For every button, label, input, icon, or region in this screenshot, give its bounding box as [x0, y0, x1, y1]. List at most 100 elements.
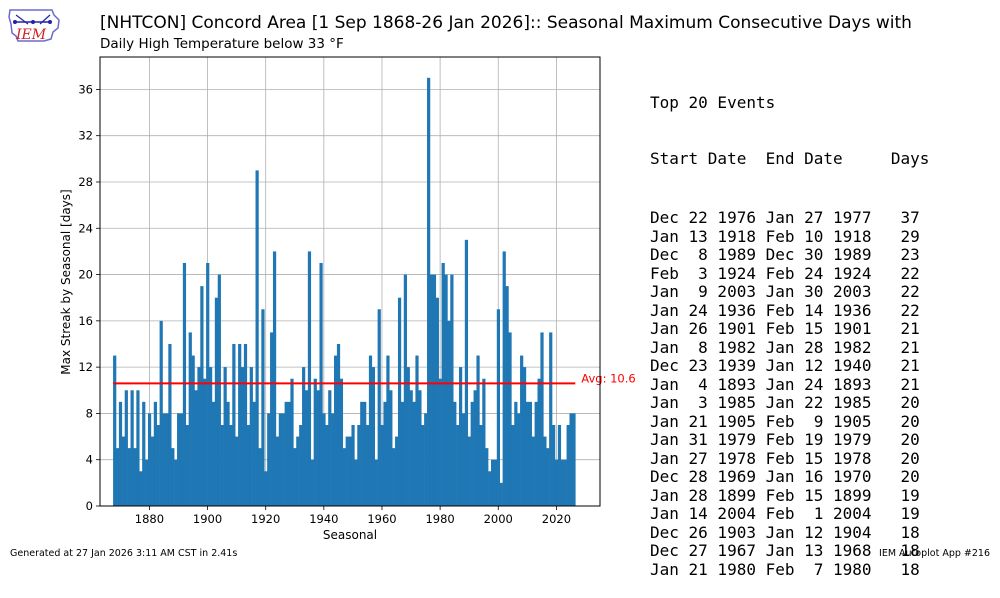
bar: [145, 459, 149, 506]
event-row: Jan 14 2004 Feb 1 2004 19: [650, 504, 920, 523]
bar: [342, 448, 346, 506]
bar: [299, 424, 303, 506]
bar: [113, 355, 117, 506]
bar: [252, 401, 256, 506]
bar: [200, 286, 204, 506]
bar: [363, 401, 367, 506]
bar: [397, 297, 402, 506]
bar: [482, 378, 486, 506]
bar: [159, 320, 163, 506]
y-tick-label: 24: [78, 221, 93, 235]
events-rows: Dec 22 1976 Jan 27 1977 37 Jan 13 1918 Fe…: [650, 208, 929, 579]
bar: [418, 390, 422, 506]
bar: [278, 413, 282, 506]
bar: [214, 297, 219, 506]
bar: [336, 343, 341, 506]
bar: [307, 251, 312, 506]
bar: [249, 367, 253, 506]
bar: [357, 424, 361, 506]
bar: [296, 436, 300, 506]
bar: [182, 262, 187, 506]
average-label: Avg: 10.6: [581, 371, 635, 385]
bar: [572, 413, 576, 506]
bar: [522, 367, 527, 506]
bar: [569, 413, 573, 506]
bar: [389, 390, 393, 506]
event-row: Jan 31 1979 Feb 19 1979 20: [650, 430, 920, 449]
y-axis-label: Max Streak by Seasonal [days]: [59, 189, 73, 374]
bar: [203, 378, 207, 506]
bar: [319, 262, 323, 506]
x-tick-label: 1920: [251, 512, 280, 526]
x-tick-label: 1900: [193, 512, 222, 526]
x-tick-label: 1960: [367, 512, 396, 526]
bar: [211, 401, 216, 506]
bar: [485, 448, 489, 506]
event-row: Dec 8 1989 Dec 30 1989 23: [650, 245, 920, 264]
bar: [348, 436, 352, 506]
event-row: Jan 21 1905 Feb 9 1905 20: [650, 411, 920, 431]
bar: [240, 367, 245, 506]
bar: [229, 424, 233, 506]
bar: [459, 367, 463, 506]
event-row: Jan 24 1936 Feb 14 1936 22: [650, 300, 920, 320]
bar: [566, 424, 570, 506]
bar: [392, 448, 396, 506]
bar: [136, 390, 140, 506]
bar: [302, 367, 306, 506]
bar: [543, 436, 547, 506]
bar: [284, 401, 288, 506]
event-row: Feb 3 1924 Feb 24 1924 22: [650, 263, 920, 283]
bar: [406, 367, 410, 506]
y-tick-label: 16: [78, 314, 93, 328]
y-tick-label: 4: [86, 453, 93, 467]
bar-chart: Avg: 10.6 1880 1900 1920 1940 1960 1980 2000 20…: [59, 56, 636, 542]
bar: [505, 286, 509, 506]
bar: [525, 401, 530, 506]
bar: [258, 448, 262, 506]
bar: [194, 390, 198, 506]
bar: [165, 413, 169, 506]
x-tick-label: 2020: [542, 512, 571, 526]
bar: [293, 448, 297, 506]
bar: [435, 297, 439, 506]
bar: [528, 401, 532, 506]
event-row: Jan 21 1980 Feb 7 1980 18: [650, 559, 920, 579]
bar: [267, 413, 271, 506]
bar: [124, 390, 128, 506]
bar: [185, 424, 189, 506]
logo-text: IEM: [15, 27, 47, 43]
bar: [520, 355, 524, 506]
bar: [365, 424, 370, 506]
event-row: Dec 27 1967 Jan 13 1968 18: [650, 541, 920, 560]
bar: [133, 448, 137, 506]
bar: [171, 448, 175, 506]
bar: [412, 401, 416, 506]
bar: [540, 332, 544, 506]
bar: [557, 424, 562, 506]
bar: [511, 424, 515, 506]
y-tick-label: 20: [78, 268, 93, 282]
bar: [206, 262, 210, 506]
bar: [546, 448, 550, 506]
bar: [502, 251, 506, 506]
bar: [310, 459, 314, 506]
top-events-table: Top 20 Events Start Date End Date Days D…: [650, 57, 929, 598]
y-tick-label: 36: [78, 82, 93, 96]
bar: [549, 332, 553, 506]
bar: [281, 413, 285, 506]
bar: [316, 390, 320, 506]
bar: [447, 320, 451, 506]
bar: [255, 170, 259, 506]
x-ticks: 1880 1900 1920 1940 1960 1980 2000 2020: [135, 506, 571, 526]
bar: [177, 413, 181, 506]
bar: [226, 401, 230, 506]
bar: [534, 401, 538, 506]
x-tick-label: 1880: [135, 512, 164, 526]
bar: [488, 471, 492, 506]
bar: [453, 401, 457, 506]
bar: [479, 424, 483, 506]
bar: [275, 436, 280, 506]
bar: [552, 424, 556, 506]
bar: [563, 459, 567, 506]
